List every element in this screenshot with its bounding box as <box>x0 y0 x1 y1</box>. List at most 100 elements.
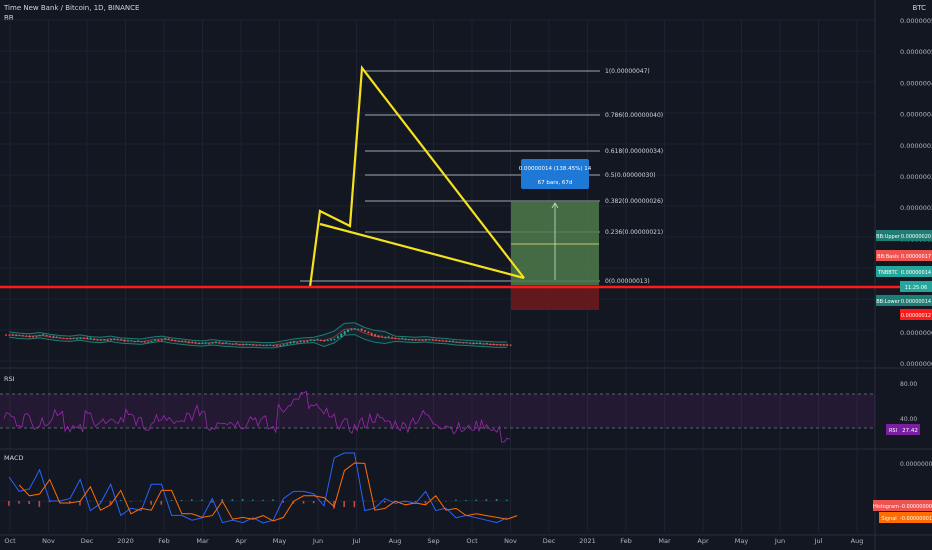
x-tick-label: Mar <box>658 537 671 545</box>
candle-body <box>255 344 258 346</box>
macd-histogram-bar <box>221 498 224 501</box>
candle-body <box>211 342 214 344</box>
candle-body <box>489 343 492 345</box>
bb-basis-line <box>9 328 507 346</box>
candle-body <box>306 340 309 342</box>
candle-body <box>452 341 455 343</box>
candle-body <box>370 333 373 336</box>
candle-body <box>445 340 448 342</box>
candle-body <box>418 339 421 341</box>
candle-body <box>245 343 248 345</box>
candle-body <box>286 343 289 345</box>
candle-body <box>201 342 204 344</box>
candle-body <box>130 340 133 342</box>
macd-histogram-bar <box>89 500 91 502</box>
candle-body <box>259 344 261 346</box>
candle-body <box>113 338 116 340</box>
candle-body <box>262 344 265 346</box>
x-tick-label: Apr <box>235 537 247 545</box>
candle-body <box>79 338 82 340</box>
candle-body <box>93 338 96 340</box>
macd-histogram-bar <box>353 501 356 508</box>
signal-line <box>18 462 518 522</box>
x-tick-label: Dec <box>81 537 94 545</box>
candle-body <box>198 342 201 344</box>
candle-body <box>265 344 268 346</box>
candle-body <box>228 343 231 345</box>
y-tick-label: 0.00000007 <box>900 329 932 337</box>
price-tag-name-bg <box>876 266 900 277</box>
candle-body <box>502 344 505 346</box>
histogram-tag-value: -0.00000000 <box>900 504 932 510</box>
rsi-tag-name: RSI <box>889 428 897 434</box>
candle-body <box>167 338 170 340</box>
candle-body <box>15 334 18 336</box>
candle-body <box>414 339 417 341</box>
price-tag-value: 0.00000020 <box>901 234 931 240</box>
macd-histogram-bar <box>170 500 173 501</box>
macd-histogram-bar <box>28 501 30 504</box>
candle-body <box>340 333 343 337</box>
macd-histogram-bar <box>505 499 508 501</box>
candle-body <box>408 339 411 341</box>
candle-body <box>42 334 45 336</box>
candle-body <box>248 344 251 346</box>
measure-info-line1: 0.00000014 (138.45%) 14 <box>519 166 592 172</box>
candle-body <box>252 344 255 346</box>
candle-body <box>296 342 299 344</box>
price-tag-value: 11:25:06 <box>905 285 927 291</box>
price-tag <box>876 230 932 241</box>
x-tick-label: Feb <box>158 537 170 545</box>
fib-level-label: 1(0.00000047) <box>605 68 650 75</box>
x-tick-label: Jun <box>312 537 323 545</box>
candle-body <box>89 337 92 339</box>
candle-body <box>357 328 360 330</box>
macd-histogram-bar <box>302 501 305 504</box>
candle-body <box>96 339 99 341</box>
macd-histogram-bar <box>48 501 51 503</box>
candle-body <box>177 340 180 342</box>
x-tick-label: May <box>735 537 749 545</box>
indicator-label[interactable]: BB <box>4 14 14 22</box>
macd-histogram-bar <box>465 500 467 501</box>
candle-body <box>69 338 72 340</box>
macd-histogram-bar <box>282 501 284 503</box>
candle-body <box>18 334 21 336</box>
macd-histogram-bar <box>18 501 20 504</box>
candle-body <box>468 342 471 344</box>
macd-histogram-bar <box>333 501 335 509</box>
candle-body <box>103 339 106 341</box>
price-tag <box>876 295 932 306</box>
symbol-title[interactable]: Time New Bank / Bitcoin, 1D, BINANCE <box>4 4 140 12</box>
candle-body <box>11 334 14 336</box>
price-tag-value-bg <box>900 250 932 261</box>
bb-upper-line <box>9 322 507 344</box>
candle-body <box>109 339 112 341</box>
candle-body <box>72 337 75 339</box>
candles <box>5 328 512 347</box>
candle-body <box>455 341 458 343</box>
macd-tick-label: 0.00000000 <box>900 461 932 468</box>
candle-body <box>154 339 157 341</box>
price-tag-name-bg <box>876 295 900 306</box>
candle-body <box>458 341 461 343</box>
macd-histogram-bar <box>495 498 498 501</box>
macd-histogram-bar <box>160 501 163 505</box>
price-tag <box>876 250 932 261</box>
candle-body <box>45 335 48 337</box>
candle-body <box>225 342 228 344</box>
x-tick-label: Jul <box>814 537 823 545</box>
x-tick-label: Aug <box>389 537 402 545</box>
candle-body <box>292 341 295 343</box>
candle-body <box>330 339 333 341</box>
candle-body <box>76 338 79 340</box>
price-tag-name: BB:Basis <box>877 254 899 260</box>
macd-histogram-bar <box>8 501 10 506</box>
y-tick-label: 0.00000055 <box>900 17 932 25</box>
macd-histogram-bar <box>130 501 132 502</box>
candle-body <box>421 339 424 341</box>
x-tick-label: 2020 <box>117 537 134 545</box>
candle-body <box>164 338 167 340</box>
candle-body <box>435 339 438 341</box>
